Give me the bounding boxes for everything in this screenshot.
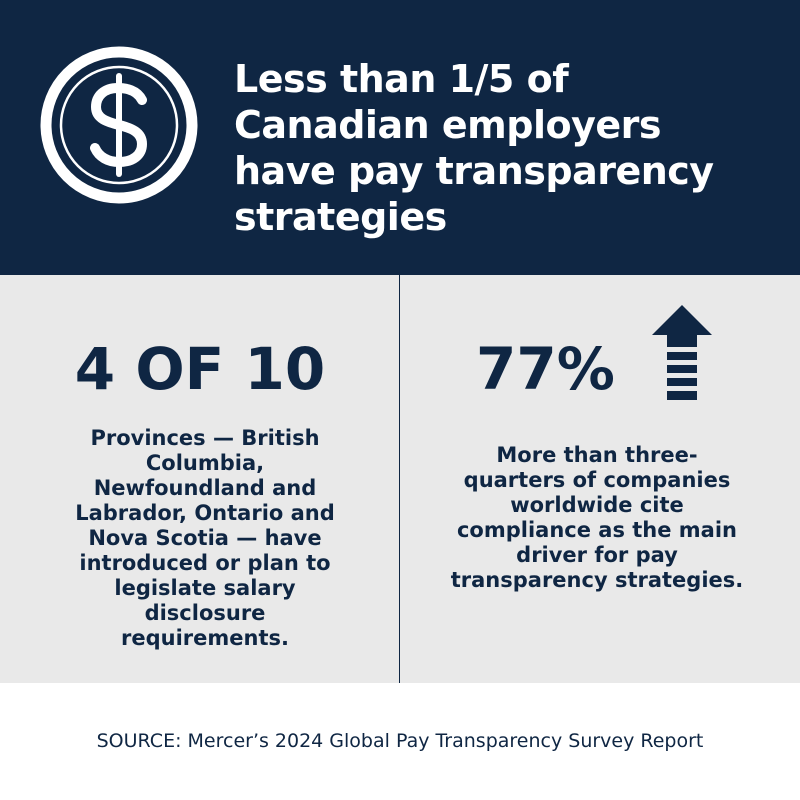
dollar-coin-icon bbox=[40, 46, 198, 204]
stat-left-value: 4 OF 10 bbox=[74, 335, 326, 403]
stat-left-description: Provinces — British Columbia, Newfoundla… bbox=[75, 426, 335, 650]
headline: Less than 1/5 of Canadian employers have… bbox=[234, 57, 714, 239]
column-divider bbox=[399, 275, 400, 683]
stat-right-value: 77% bbox=[476, 335, 615, 403]
stat-right-description: More than three-quarters of companies wo… bbox=[450, 443, 744, 592]
stats-panel bbox=[0, 275, 800, 683]
source-citation: SOURCE: Mercer’s 2024 Global Pay Transpa… bbox=[96, 730, 704, 752]
up-arrow-icon bbox=[652, 305, 712, 400]
header-banner: Less than 1/5 of Canadian employers have… bbox=[0, 0, 800, 275]
